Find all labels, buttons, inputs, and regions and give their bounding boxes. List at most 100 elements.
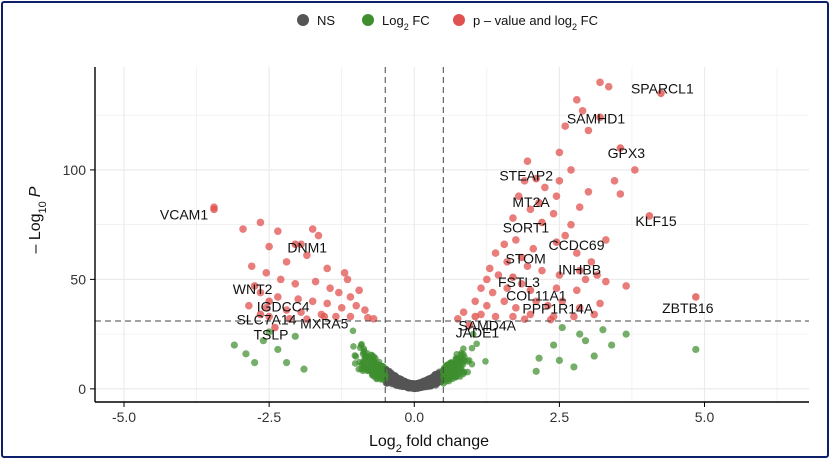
pv-point: [573, 96, 581, 104]
fc-points: [230, 323, 700, 387]
pv-point: [602, 236, 610, 244]
fc-point: [251, 358, 259, 367]
pv-point: [512, 236, 520, 244]
pv-point: [326, 284, 334, 292]
pv-point: [514, 192, 523, 200]
pv-point: [262, 304, 271, 312]
pv-point: [323, 264, 331, 273]
pv-point-labeled: [471, 312, 480, 321]
fc-point: [441, 369, 448, 376]
fc-point: [692, 345, 700, 354]
fc-point: [460, 351, 467, 358]
pv-point: [587, 258, 596, 266]
pv-point: [549, 209, 558, 218]
pv-point: [276, 275, 285, 284]
fc-point: [370, 356, 378, 364]
x-tick-label: -2.5: [257, 409, 281, 425]
pv-point-labeled: [271, 323, 279, 332]
gene-label-tslp: TSLP: [253, 327, 288, 343]
tick-labels: -5.0 -2.5 0.0 2.5 5.0 0 50 100: [63, 162, 715, 425]
pv-point: [561, 122, 569, 130]
y-tick-label: 50: [70, 271, 86, 287]
pv-point: [520, 177, 529, 185]
pv-point-labeled: [657, 89, 665, 98]
gene-label-wnt2: WNT2: [233, 281, 273, 297]
gene-label-sparcl1: SPARCL1: [631, 80, 694, 96]
fc-point: [349, 327, 357, 335]
fc-point: [350, 343, 357, 350]
pv-point-labeled: [465, 321, 474, 330]
pv-point: [526, 310, 535, 319]
pv-point-labeled: [265, 297, 273, 306]
gene-label-mxra5: MXRA5: [300, 316, 348, 332]
pv-point: [578, 106, 587, 115]
pv-point-labeled: [256, 310, 265, 319]
gene-labels: SPARCL1 SAMHD1 GPX3 STEAP2 MT2A SORT1 KLF15 CCD…: [160, 80, 714, 342]
fc-point: [590, 352, 598, 360]
gene-label-ppp1r14a: PPP1R14A: [522, 301, 593, 317]
pv-point: [503, 284, 511, 292]
gene-label-samd4a: SAMD4A: [458, 318, 516, 334]
pv-point: [297, 308, 305, 317]
legend-pv-label: p – value and log2 FC: [473, 13, 598, 32]
pv-point: [602, 277, 610, 286]
pv-point: [265, 242, 273, 251]
fc-point: [473, 340, 480, 348]
pv-point: [567, 220, 575, 229]
fc-point: [265, 328, 273, 336]
pv-point: [337, 304, 346, 312]
pv-point: [291, 279, 300, 288]
gene-label-slc7a14: SLC7A14: [236, 311, 296, 327]
pv-point-labeled: [692, 293, 700, 301]
pv-point: [303, 251, 311, 260]
pv-point: [584, 126, 593, 135]
pv-point: [483, 275, 491, 284]
pv-point-labeled: [320, 312, 329, 321]
pv-point: [529, 244, 538, 253]
legend-ns-marker: [297, 14, 309, 26]
pv-point: [485, 264, 494, 273]
pv-point: [512, 304, 520, 312]
pv-point: [581, 275, 590, 284]
ns-point: [409, 384, 417, 392]
pv-point: [256, 218, 265, 227]
ns-point: [428, 380, 435, 388]
pv-point: [503, 258, 511, 266]
pv-point: [335, 288, 343, 297]
pv-point: [308, 225, 317, 233]
pv-point-labeled: [291, 240, 300, 249]
pv-point: [494, 271, 503, 279]
y-tick-label: 100: [63, 162, 87, 178]
pv-point-labeled: [543, 301, 552, 310]
x-tick-label: -5.0: [112, 409, 136, 425]
pv-point: [274, 293, 282, 301]
fc-point: [468, 344, 476, 352]
gene-label-stom: STOM: [506, 250, 546, 266]
legend-fc-label: Log2 FC: [382, 13, 430, 32]
plot-background: [95, 67, 809, 402]
pv-point: [622, 282, 630, 290]
x-axis-title: Log2 fold change: [369, 433, 489, 455]
pv-point: [610, 177, 619, 185]
pv-point-labeled: [517, 253, 526, 262]
fc-point: [452, 366, 460, 374]
pv-point: [500, 240, 509, 249]
cutoff-lines: [95, 67, 809, 402]
pv-point: [570, 312, 578, 321]
fc-point: [555, 356, 563, 364]
pv-point: [509, 312, 517, 321]
pv-point: [488, 288, 497, 297]
pv-point: [459, 308, 468, 317]
pv-point: [265, 312, 273, 321]
x-tick-label: 0.0: [405, 409, 425, 425]
y-axis-title: – Log10P: [27, 186, 49, 253]
pv-point: [308, 297, 317, 306]
pv-point: [500, 297, 509, 306]
gene-label-inhbb: INHBB: [558, 262, 601, 278]
pv-point: [546, 315, 555, 324]
fc-point: [372, 365, 380, 373]
fc-point: [377, 365, 385, 372]
fc-point: [351, 360, 359, 367]
fc-point: [300, 365, 308, 373]
pv-point: [593, 271, 601, 279]
